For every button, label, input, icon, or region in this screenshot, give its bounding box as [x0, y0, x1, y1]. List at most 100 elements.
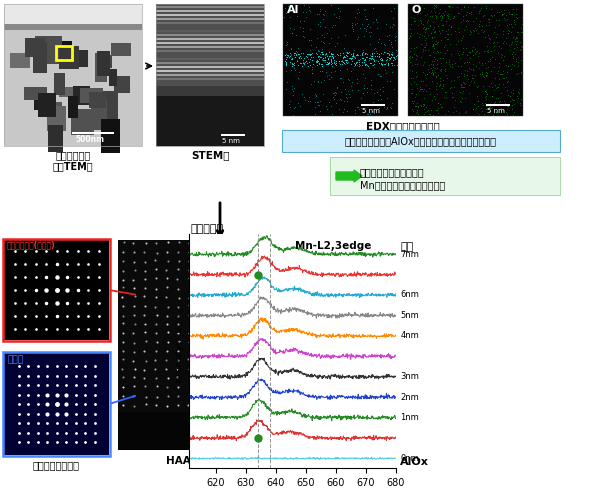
Point	[441, 88, 451, 96]
Point	[436, 59, 445, 67]
Point	[316, 53, 325, 61]
Point	[298, 49, 308, 57]
Point	[412, 108, 422, 116]
Point	[365, 28, 374, 36]
Point	[334, 59, 344, 67]
Point	[324, 58, 334, 66]
Point	[362, 15, 371, 23]
Point	[314, 47, 324, 55]
Point	[488, 103, 497, 111]
Point	[339, 59, 349, 67]
Text: 1nm: 1nm	[400, 413, 419, 422]
Point	[482, 72, 491, 80]
Point	[464, 64, 474, 72]
Point	[407, 97, 416, 105]
Point	[508, 10, 517, 18]
Point	[386, 103, 395, 111]
Point	[436, 48, 445, 56]
Point	[497, 70, 507, 78]
Point	[427, 68, 437, 76]
Point	[286, 45, 296, 53]
Point	[441, 71, 451, 79]
Point	[440, 7, 450, 15]
Bar	[486, 104, 510, 106]
Point	[348, 50, 358, 58]
Point	[437, 103, 447, 111]
Point	[329, 58, 338, 66]
Point	[484, 48, 493, 56]
Point	[486, 47, 496, 55]
Bar	[156, 26, 264, 28]
Point	[343, 59, 352, 67]
Point	[446, 30, 456, 38]
Point	[295, 53, 304, 61]
Point	[379, 48, 388, 56]
Point	[406, 75, 416, 82]
Point	[321, 50, 331, 58]
Point	[357, 50, 367, 58]
Point	[408, 4, 418, 12]
Point	[352, 19, 361, 27]
Point	[318, 15, 328, 23]
Point	[328, 50, 337, 58]
Point	[415, 8, 425, 16]
Point	[317, 48, 326, 56]
Point	[470, 50, 479, 58]
Point	[498, 80, 508, 87]
Point	[409, 75, 418, 82]
Point	[320, 34, 329, 41]
Point	[436, 65, 445, 73]
Point	[477, 22, 487, 30]
Point	[383, 60, 393, 68]
Point	[475, 110, 484, 118]
Point	[336, 74, 346, 82]
Point	[343, 48, 352, 56]
Point	[500, 6, 509, 14]
Point	[413, 9, 422, 17]
Point	[427, 42, 437, 50]
Point	[301, 96, 310, 104]
Bar	[118, 240, 296, 450]
Point	[386, 23, 395, 31]
Point	[388, 14, 397, 22]
Bar	[4, 240, 109, 340]
Bar	[48, 125, 63, 152]
Point	[298, 56, 307, 64]
Point	[516, 28, 526, 36]
Point	[312, 61, 322, 69]
Point	[335, 7, 345, 15]
Point	[326, 60, 336, 68]
Point	[365, 51, 375, 59]
Point	[315, 22, 325, 30]
Point	[293, 61, 302, 69]
Point	[299, 17, 309, 25]
Point	[338, 108, 347, 116]
Point	[458, 32, 468, 40]
Point	[499, 30, 508, 38]
Point	[325, 52, 335, 60]
Bar	[4, 4, 142, 146]
Point	[359, 32, 369, 40]
Point	[468, 65, 478, 73]
Point	[387, 23, 397, 31]
Point	[349, 46, 359, 54]
Point	[491, 108, 501, 116]
Point	[503, 91, 512, 99]
Point	[316, 68, 325, 76]
Point	[508, 52, 518, 60]
Point	[509, 100, 518, 108]
Point	[314, 60, 323, 68]
Point	[358, 49, 367, 57]
Point	[404, 56, 414, 64]
Bar	[38, 93, 56, 117]
Point	[478, 99, 487, 107]
Point	[512, 92, 522, 100]
Point	[365, 59, 375, 67]
Point	[487, 100, 497, 108]
Bar	[33, 42, 47, 73]
Point	[473, 109, 482, 117]
Point	[320, 23, 329, 31]
Point	[334, 105, 344, 113]
Point	[419, 101, 429, 109]
Point	[491, 16, 500, 24]
